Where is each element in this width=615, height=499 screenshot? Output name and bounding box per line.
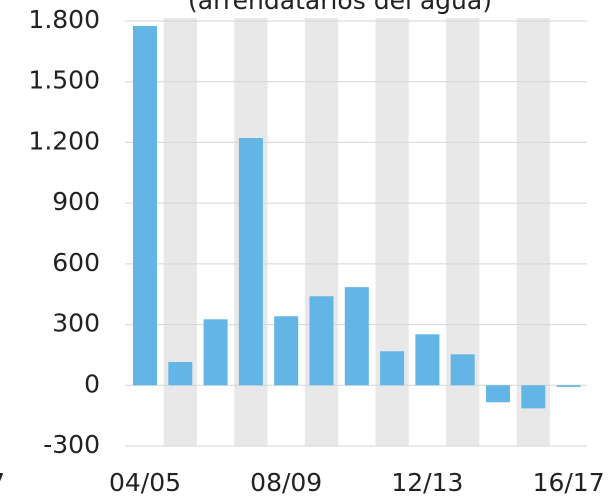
y-tick-label: 900 <box>52 187 100 216</box>
band <box>516 18 550 446</box>
bar <box>133 26 157 386</box>
y-tick-label: 1.500 <box>28 66 100 95</box>
y-tick-label: 300 <box>52 309 100 338</box>
bar <box>450 354 475 386</box>
y-tick-label: 1.200 <box>28 126 100 155</box>
y-tick-label: 600 <box>52 248 100 277</box>
bar <box>556 385 581 387</box>
x-tick-label: 12/13 <box>391 468 463 497</box>
x-tick-label: 7 <box>0 468 5 497</box>
bar <box>415 334 440 386</box>
bar <box>344 287 369 386</box>
bar <box>309 296 334 386</box>
bar <box>521 385 546 409</box>
chart-title: (arrendatarios del agua) <box>188 0 492 15</box>
x-tick-label: 16/17 <box>533 468 605 497</box>
bar <box>203 319 228 386</box>
y-tick-label: 0 <box>84 369 100 398</box>
bar <box>486 385 510 403</box>
bar <box>274 316 299 386</box>
bar <box>168 362 193 386</box>
y-tick-label: 1.800 <box>28 5 100 34</box>
x-tick-label: 04/05 <box>109 468 181 497</box>
bar <box>238 137 263 386</box>
y-tick-label: -300 <box>43 430 100 459</box>
x-tick-label: 08/09 <box>250 468 322 497</box>
bar <box>380 351 405 386</box>
